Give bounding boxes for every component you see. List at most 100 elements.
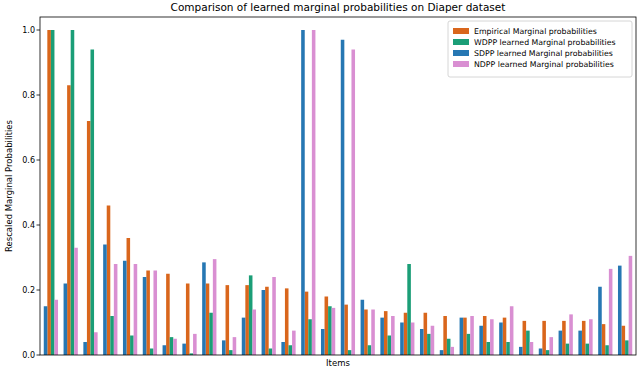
bar: [332, 308, 336, 355]
bar: [186, 284, 190, 356]
bar: [163, 345, 167, 355]
bar: [226, 285, 230, 355]
y-tick-label: 0.2: [22, 286, 35, 295]
bar: [150, 349, 154, 356]
bar: [431, 326, 435, 355]
bar: [483, 316, 487, 355]
bars: [44, 30, 632, 355]
bar: [470, 316, 474, 355]
bar: [107, 206, 111, 356]
legend-swatch: [453, 61, 469, 67]
bar: [245, 285, 249, 355]
bar: [146, 271, 150, 356]
bar: [206, 284, 210, 356]
bar: [170, 337, 174, 355]
x-axis-label: Items: [326, 358, 350, 368]
bar: [460, 318, 464, 355]
bar: [490, 319, 494, 355]
bar: [384, 311, 388, 355]
bar: [625, 340, 629, 355]
title: Comparison of learned marginal probabili…: [171, 1, 506, 13]
bar: [351, 50, 355, 356]
bar: [83, 342, 87, 355]
bar: [262, 290, 266, 355]
bar: [618, 266, 622, 355]
bar: [388, 336, 392, 356]
bar: [233, 337, 237, 355]
bar: [74, 248, 78, 355]
y-axis-label: Rescaled Marginal Probabilities: [4, 119, 14, 252]
bar: [110, 316, 114, 355]
bar: [71, 30, 75, 355]
y-tick-label: 0.8: [22, 91, 35, 100]
bar: [321, 329, 325, 355]
bar: [301, 30, 305, 355]
bar: [44, 306, 48, 355]
bar: [193, 334, 197, 355]
bar: [542, 321, 546, 355]
bar: [114, 264, 118, 355]
bar: [51, 30, 55, 355]
legend-label: SDPP learned Marginal probabilities: [474, 49, 613, 58]
bar: [103, 245, 107, 356]
bar: [47, 30, 51, 355]
bar: [308, 319, 312, 355]
bar: [325, 297, 329, 356]
bar: [209, 313, 213, 355]
legend-label: NDPP learned Marginal probabilities: [474, 60, 614, 69]
bar: [605, 345, 609, 355]
bar: [153, 271, 157, 356]
bar: [404, 313, 408, 355]
bar: [123, 261, 127, 355]
bar: [380, 318, 384, 355]
bar: [407, 264, 411, 355]
bar: [249, 275, 253, 355]
bar: [341, 40, 345, 355]
bar: [582, 321, 586, 355]
bar: [411, 323, 415, 356]
bar: [467, 334, 471, 355]
bar: [285, 288, 289, 355]
bar: [328, 306, 332, 355]
bar: [523, 321, 527, 355]
bar: [450, 347, 454, 355]
bar: [526, 331, 530, 355]
bar: [134, 264, 138, 355]
bar: [424, 313, 428, 355]
bar: [589, 319, 593, 355]
bar: [281, 342, 285, 355]
bar: [420, 329, 424, 355]
bar: [506, 342, 510, 355]
legend-swatch: [453, 50, 469, 56]
bar: [510, 306, 514, 355]
bar: [629, 256, 633, 355]
bar: [202, 262, 206, 355]
bar: [364, 310, 368, 356]
bar: [400, 323, 404, 356]
bar: [539, 349, 543, 356]
bar: [229, 350, 233, 355]
bar: [499, 323, 503, 356]
bar: [265, 287, 269, 355]
bar: [609, 269, 613, 355]
bar: [391, 316, 395, 355]
bar: [173, 339, 177, 355]
bar: [578, 331, 582, 355]
y-tick-label: 0.0: [22, 351, 35, 360]
bar: [344, 305, 348, 355]
bar: [443, 316, 447, 355]
y-tick: [37, 290, 41, 291]
bar: [566, 344, 570, 355]
bar: [562, 321, 566, 355]
bar: [546, 350, 550, 355]
bar: [130, 336, 134, 356]
bar: [67, 85, 71, 355]
bar: [242, 318, 246, 355]
bar: [569, 314, 573, 355]
bar: [503, 318, 507, 355]
legend-swatch: [453, 39, 469, 45]
bar: [348, 350, 352, 355]
bar: [463, 318, 467, 355]
bar: [549, 337, 553, 355]
bar: [530, 342, 534, 355]
